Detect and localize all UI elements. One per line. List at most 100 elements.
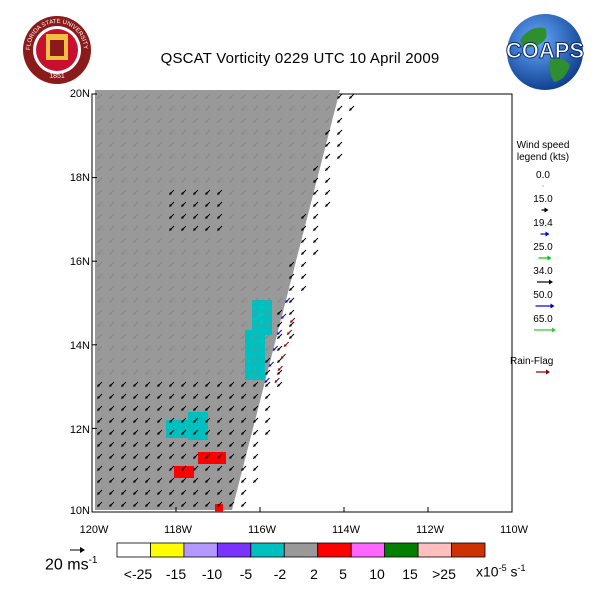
wind-arrow (229, 141, 235, 147)
wind-arrow (121, 165, 127, 171)
wind-arrow (145, 225, 151, 231)
wind-arrow (145, 369, 151, 375)
wind-vectors (97, 93, 355, 507)
wind-arrow (169, 441, 175, 447)
wind-arrow (97, 309, 103, 315)
wind-arrow (229, 333, 235, 339)
wind-arrow (193, 393, 199, 399)
wind-arrow (301, 201, 307, 207)
wind-arrow (157, 261, 163, 267)
wind-arrow (301, 225, 307, 231)
wind-arrow (109, 129, 115, 135)
wind-arrow (97, 333, 103, 339)
wind-arrow (265, 213, 271, 219)
wind-arrow (157, 117, 163, 123)
wind-arrow (109, 333, 115, 339)
wind-arrow (157, 345, 163, 351)
wind-arrow (121, 381, 127, 387)
colorbar-label: 15 (402, 566, 418, 582)
wind-arrow (133, 141, 139, 147)
wind-arrow (277, 365, 283, 371)
colorbar-label: 10 (369, 566, 385, 582)
wind-arrow (193, 297, 199, 303)
wind-arrow (97, 345, 103, 351)
wind-arrow (157, 201, 163, 207)
wind-arrow (169, 453, 175, 459)
wind-arrow (313, 249, 319, 255)
wind-arrow (133, 237, 139, 243)
wind-arrow (181, 165, 187, 171)
wind-arrow (277, 369, 283, 375)
wind-arrow (133, 381, 139, 387)
wind-arrow (253, 93, 259, 99)
wind-arrow (217, 129, 223, 135)
wind-arrow (253, 417, 259, 423)
wind-arrow (121, 213, 127, 219)
wind-arrow (157, 357, 163, 363)
wind-arrow (241, 249, 247, 255)
wind-arrow (193, 153, 199, 159)
wind-arrow (145, 237, 151, 243)
wind-arrow (157, 273, 163, 279)
colorbar (116, 542, 486, 558)
wind-arrow (301, 153, 307, 159)
wind-arrow (133, 453, 139, 459)
wind-arrow (133, 441, 139, 447)
wind-arrow (241, 501, 247, 507)
wind-arrow (169, 297, 175, 303)
wind-arrow (217, 249, 223, 255)
wind-arrow (133, 129, 139, 135)
wind-arrow (133, 393, 139, 399)
wind-arrow (253, 153, 259, 159)
wind-arrow (217, 165, 223, 171)
wind-arrow (325, 141, 331, 147)
wind-arrow (193, 189, 199, 195)
wind-arrow (109, 345, 115, 351)
wind-arrow (97, 213, 103, 219)
wind-arrow (193, 273, 199, 279)
wind-arrow (241, 285, 247, 291)
wind-arrow (289, 261, 295, 267)
wind-arrow (133, 213, 139, 219)
wind-arrow (217, 105, 223, 111)
wind-arrow (109, 489, 115, 495)
fsu-seal-logo: 1851 FLORIDA STATE UNIVERSITY (22, 12, 92, 97)
lat-label-14n: 14N (69, 340, 90, 352)
wind-arrow (313, 117, 319, 123)
wind-arrow (169, 501, 175, 507)
wind-arrow (265, 225, 271, 231)
wind-arrow (289, 273, 295, 279)
wind-arrow (193, 237, 199, 243)
wind-arrow (265, 93, 271, 99)
wind-arrow (157, 477, 163, 483)
wind-arrow (253, 465, 259, 471)
wind-arrow (277, 129, 283, 135)
wind-arrow (265, 177, 271, 183)
colorbar-swatch (216, 542, 252, 558)
wind-arrow (277, 297, 283, 303)
wind-arrow (97, 465, 103, 471)
wind-arrow (289, 93, 295, 99)
wind-legend-arrow (535, 303, 555, 309)
rain-flag-arrow (536, 369, 550, 375)
wind-arrow (337, 117, 343, 123)
wind-arrow (229, 345, 235, 351)
wind-arrow (121, 117, 127, 123)
wind-arrow (241, 489, 247, 495)
vorticity-patch (188, 412, 208, 440)
wind-arrow (145, 441, 151, 447)
wind-arrow (109, 93, 115, 99)
wind-arrow (193, 429, 199, 435)
wind-arrow (193, 369, 199, 375)
wind-arrow (193, 321, 199, 327)
wind-arrow (109, 477, 115, 483)
scale-label-text: 20 ms (45, 556, 89, 574)
wind-arrow (313, 177, 319, 183)
wind-arrow (301, 93, 307, 99)
wind-arrow (241, 393, 247, 399)
wind-arrow (289, 333, 295, 339)
lat-label-10n: 10N (69, 505, 90, 517)
wind-arrow (253, 429, 259, 435)
wind-arrow (133, 417, 139, 423)
colorbar-swatch (283, 542, 319, 558)
